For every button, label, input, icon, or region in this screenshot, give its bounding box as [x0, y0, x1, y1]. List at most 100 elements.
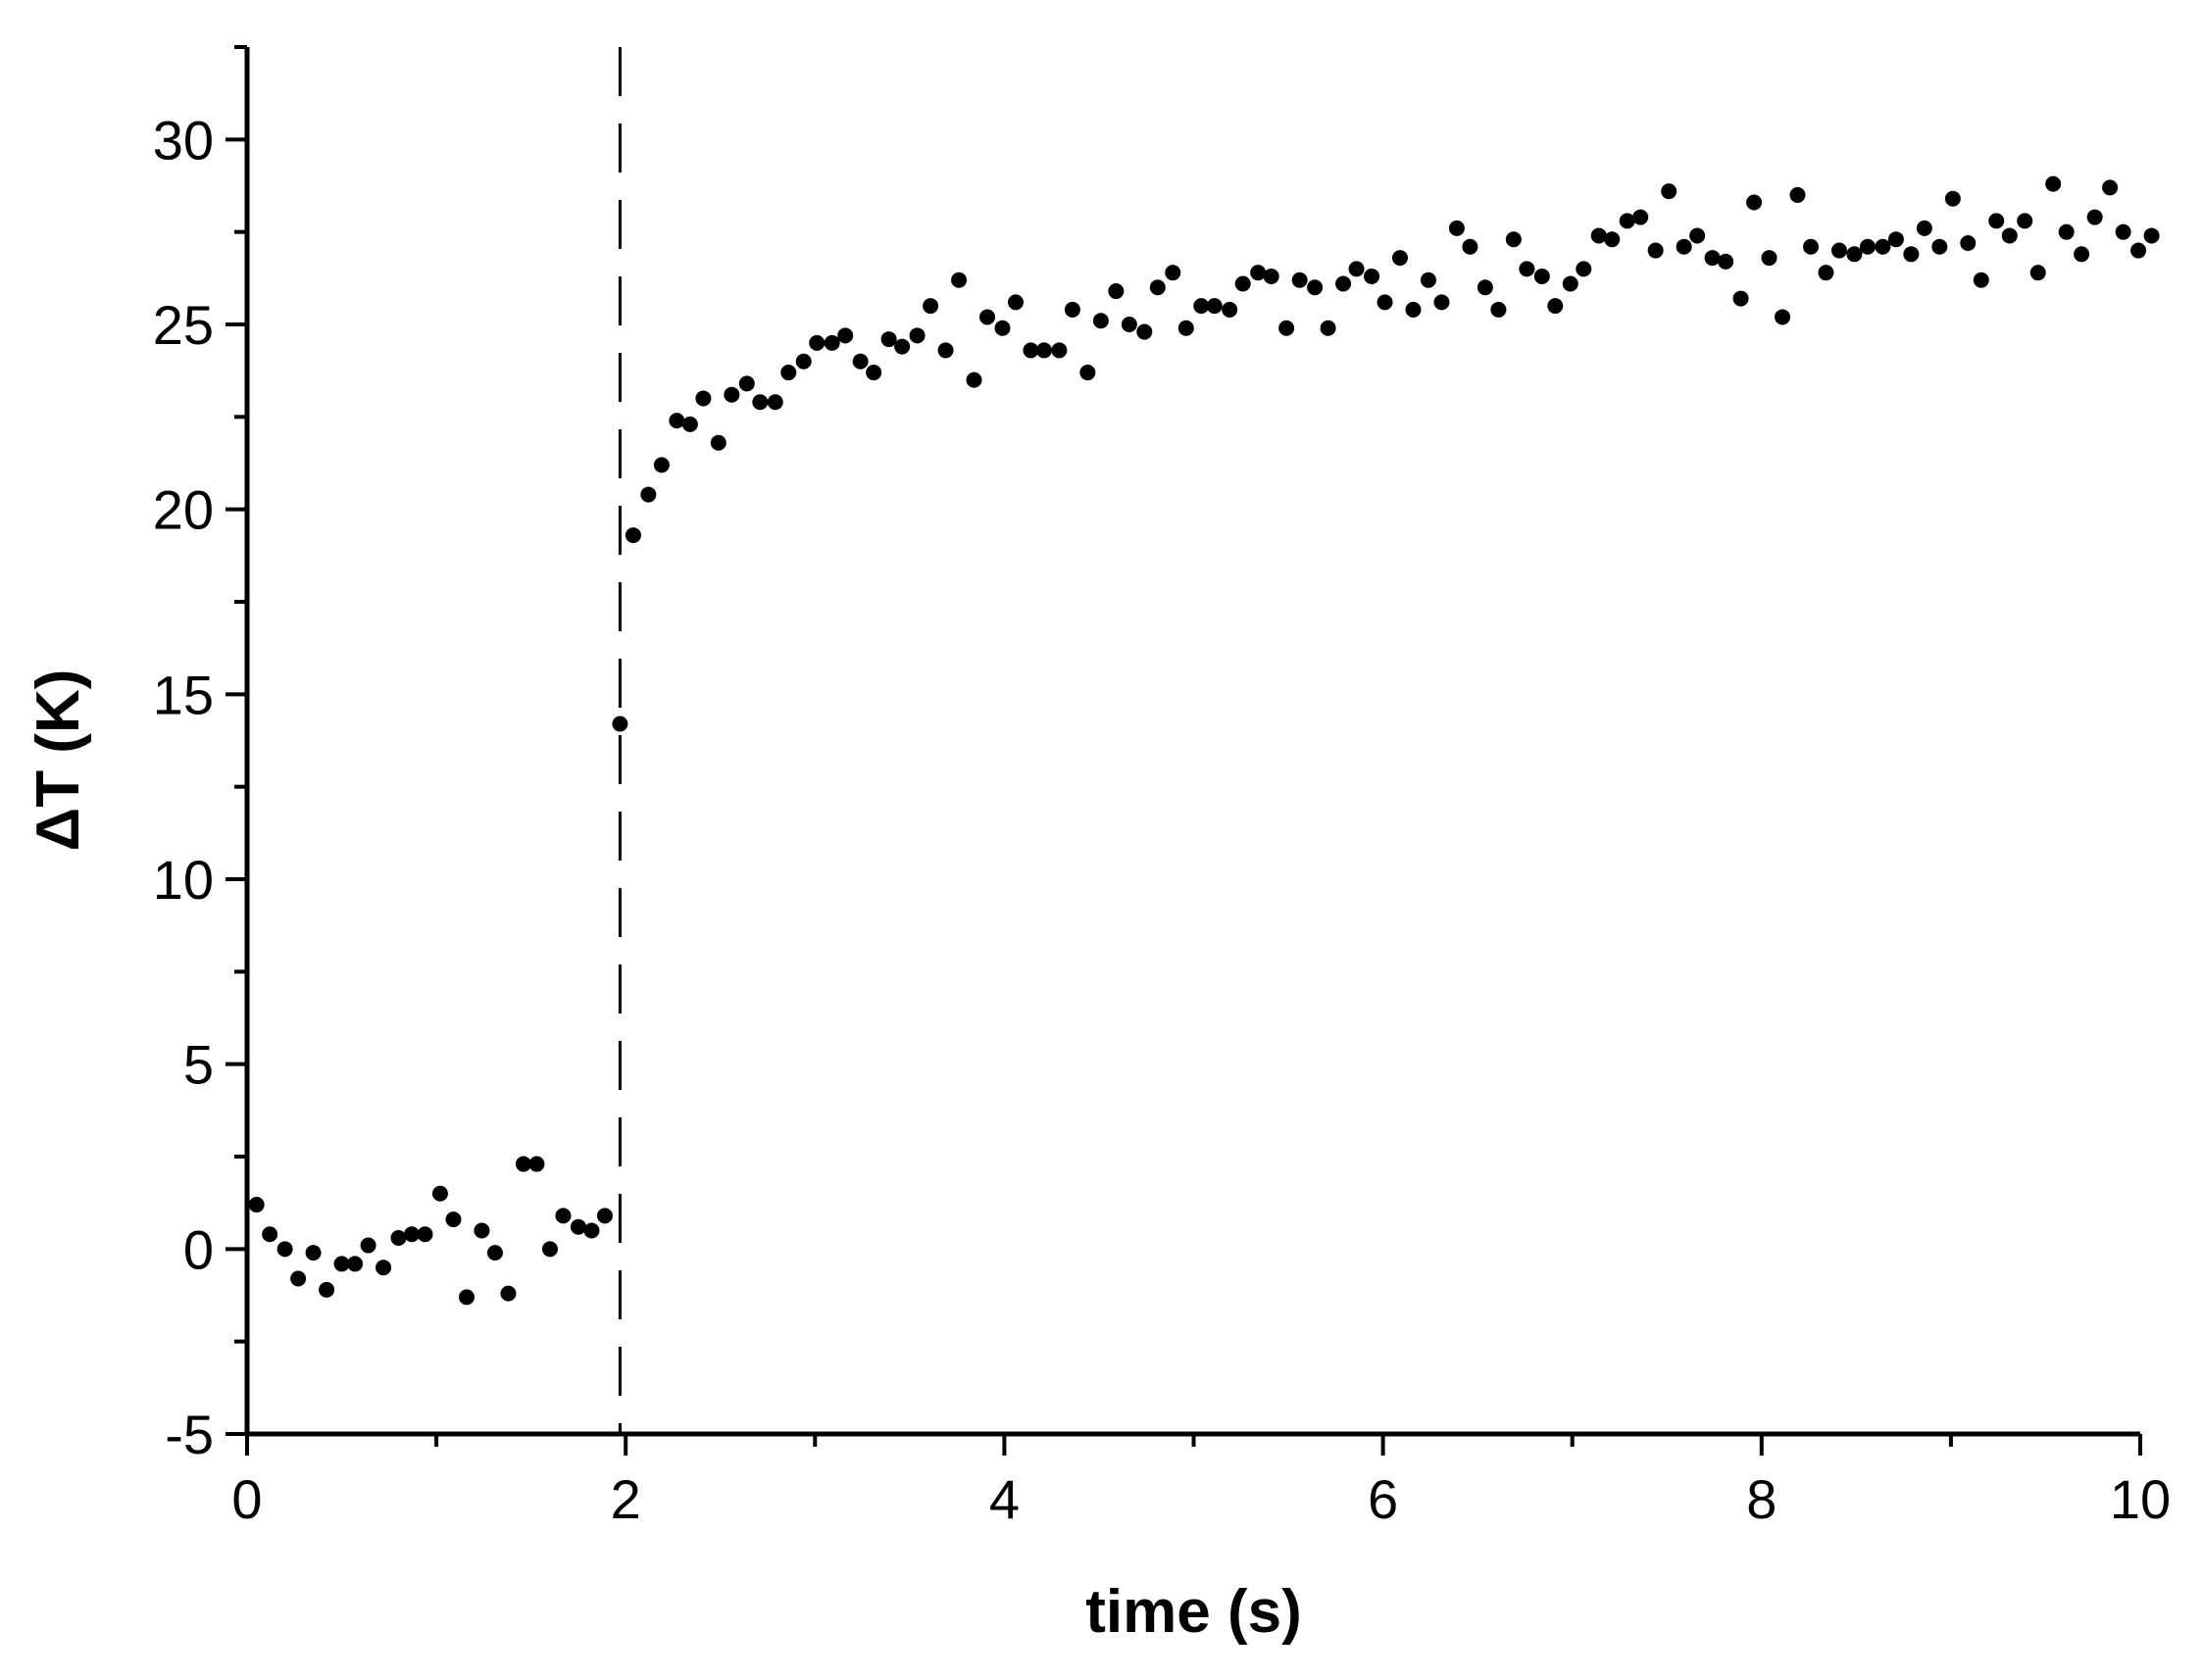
- data-point: [360, 1237, 376, 1254]
- data-point: [515, 1156, 531, 1172]
- data-point: [458, 1289, 475, 1306]
- data-point: [1364, 268, 1380, 284]
- data-point: [1250, 265, 1267, 281]
- data-point: [780, 365, 797, 381]
- data-point: [752, 394, 769, 411]
- data-point: [319, 1281, 335, 1298]
- data-point: [583, 1222, 600, 1239]
- data-point: [1448, 220, 1465, 236]
- data-point: [1960, 234, 1977, 251]
- data-point: [2017, 213, 2033, 229]
- y-tick-label: 30: [153, 109, 214, 171]
- data-point: [1263, 268, 1279, 284]
- y-tick-label: 25: [153, 294, 214, 356]
- data-point: [1291, 272, 1308, 288]
- y-tick-label: 10: [153, 849, 214, 911]
- x-tick-label: 4: [989, 1468, 1020, 1530]
- data-point: [852, 353, 869, 370]
- data-point: [570, 1218, 586, 1235]
- x-tick-label: 10: [2110, 1468, 2171, 1530]
- data-point: [1859, 238, 1876, 255]
- data-point: [809, 334, 826, 351]
- data-point: [909, 327, 926, 344]
- data-point: [1903, 246, 1920, 263]
- data-point: [2058, 223, 2075, 240]
- data-point: [894, 338, 911, 355]
- data-point: [880, 331, 897, 348]
- data-point: [1320, 320, 1336, 336]
- data-point: [1149, 279, 1166, 296]
- data-point: [1433, 294, 1450, 311]
- data-point: [541, 1241, 558, 1258]
- data-point: [738, 375, 755, 392]
- data-point: [305, 1245, 322, 1261]
- data-point: [2130, 242, 2147, 259]
- data-point: [276, 1241, 293, 1258]
- data-point: [1590, 227, 1607, 244]
- data-point: [1234, 275, 1251, 292]
- data-point: [1377, 294, 1393, 311]
- data-point: [1477, 279, 1493, 296]
- data-point: [612, 716, 628, 732]
- data-point: [1632, 209, 1649, 225]
- data-point: [1136, 323, 1153, 340]
- data-point: [528, 1156, 545, 1172]
- data-point: [1121, 317, 1137, 332]
- data-point: [1533, 268, 1550, 284]
- data-point: [1035, 342, 1052, 359]
- data-point: [669, 413, 685, 429]
- data-point: [1092, 313, 1109, 329]
- data-point: [1988, 213, 2005, 229]
- x-axis-title: time (s): [1085, 1578, 1301, 1646]
- data-point: [248, 1197, 265, 1213]
- data-point: [1818, 265, 1834, 281]
- data-point: [795, 353, 812, 370]
- data-point: [1023, 342, 1039, 359]
- data-point: [1193, 298, 1210, 315]
- data-point: [1222, 301, 1238, 318]
- data-point: [1803, 238, 1820, 255]
- data-point: [1689, 227, 1706, 244]
- data-point: [1420, 272, 1436, 288]
- y-axis-title: ΔT (K): [25, 669, 92, 852]
- data-point: [1079, 365, 1096, 381]
- data-point: [2074, 246, 2090, 263]
- data-point: [1335, 275, 1352, 292]
- data-point: [2029, 265, 2046, 281]
- data-point: [417, 1226, 433, 1243]
- data-point: [640, 486, 657, 503]
- data-point: [1165, 265, 1181, 281]
- y-tick-label: 15: [153, 664, 214, 725]
- data-point: [1405, 301, 1422, 318]
- data-point: [1206, 298, 1223, 315]
- data-point: [2045, 175, 2062, 192]
- data-point: [596, 1208, 613, 1224]
- data-point: [979, 309, 996, 325]
- data-point: [500, 1285, 517, 1302]
- data-point: [1576, 261, 1592, 277]
- data-point: [923, 298, 939, 315]
- data-point: [1547, 298, 1564, 315]
- data-point: [1830, 242, 1847, 259]
- data-point: [1490, 301, 1507, 318]
- data-point: [1746, 194, 1763, 211]
- data-point: [1761, 250, 1777, 267]
- tick-labels: -5 0 5 10 15 20 25 30 0 2 4 6 8 10: [153, 109, 2171, 1530]
- data-point: [1619, 213, 1635, 229]
- data-point: [837, 327, 854, 344]
- data-point: [1775, 309, 1791, 325]
- data-point: [290, 1270, 307, 1287]
- data-points: [248, 175, 2160, 1306]
- data-point: [2001, 227, 2018, 244]
- axis-ticks: [225, 45, 2142, 1456]
- data-point: [710, 434, 726, 451]
- data-point: [1718, 253, 1734, 270]
- data-point: [2086, 209, 2103, 225]
- data-point: [1846, 246, 1863, 263]
- data-point: [767, 394, 783, 411]
- data-point: [431, 1185, 448, 1202]
- data-point: [445, 1211, 462, 1228]
- y-tick-label: -5: [165, 1404, 214, 1465]
- data-point: [262, 1226, 278, 1243]
